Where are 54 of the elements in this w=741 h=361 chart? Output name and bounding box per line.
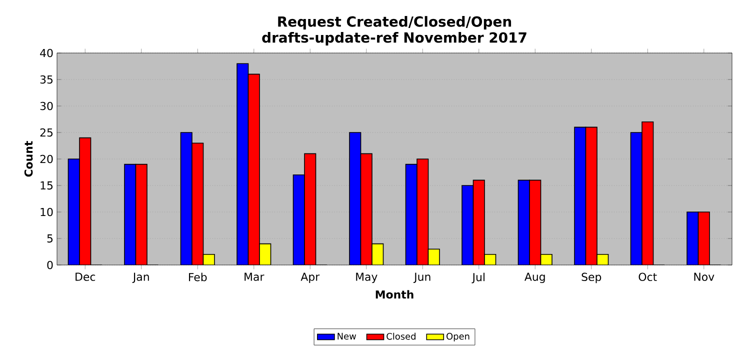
x-tick-label: Jun (414, 272, 430, 283)
x-axis-title: Month (376, 290, 414, 299)
bar (416, 158, 429, 265)
legend-label: Open (446, 332, 470, 342)
bar (180, 132, 192, 265)
y-tick-label: 5 (47, 234, 53, 243)
bar (585, 126, 598, 265)
x-tick-label: Aug (524, 272, 545, 284)
bar (259, 243, 272, 265)
bar (248, 74, 260, 265)
bar (372, 243, 384, 265)
y-tick-label: 30 (40, 102, 53, 110)
y-axis-title: Count (24, 141, 33, 177)
legend-label: New (338, 332, 356, 340)
bar (698, 212, 710, 265)
chart-subtitle: drafts-update-ref November 2017 (262, 32, 526, 46)
x-tick-label: Feb (189, 272, 207, 282)
bar (472, 180, 485, 265)
bar (518, 180, 530, 265)
y-tick-label: 40 (40, 48, 53, 58)
bar (124, 164, 136, 265)
y-tick-label: 0 (47, 260, 53, 270)
x-tick-label: Dec (76, 272, 96, 281)
chart-title: Request Created/Closed/Open (278, 16, 512, 30)
bar (236, 63, 249, 265)
bar (642, 122, 654, 265)
bar (304, 153, 316, 265)
bar (80, 138, 91, 265)
x-tick-label: May (356, 272, 378, 284)
x-tick-label: Nov (694, 272, 714, 281)
bar (68, 159, 80, 265)
x-tick-label: Jan (132, 272, 149, 283)
bar (529, 180, 542, 265)
y-tick-label: 15 (40, 181, 53, 190)
bar (405, 164, 418, 265)
x-tick-label: Sep (582, 272, 602, 284)
x-tick-label: Oct (638, 272, 657, 282)
x-tick-label: Mar (244, 272, 264, 281)
bar (192, 142, 204, 265)
bar (630, 132, 642, 265)
bar (292, 174, 305, 265)
bar (349, 132, 362, 265)
x-tick-label: Jul (472, 272, 484, 284)
x-tick-label: Apr (300, 272, 320, 284)
y-tick-label: 10 (40, 208, 53, 216)
bar (574, 126, 586, 265)
y-tick-label: 25 (40, 128, 53, 137)
bar (360, 153, 372, 265)
bar (135, 164, 148, 265)
y-tick-label: 20 (40, 154, 53, 164)
legend-label: Closed (386, 332, 416, 340)
bar (462, 185, 474, 265)
bar (686, 212, 699, 265)
y-tick-label: 35 (40, 75, 53, 84)
